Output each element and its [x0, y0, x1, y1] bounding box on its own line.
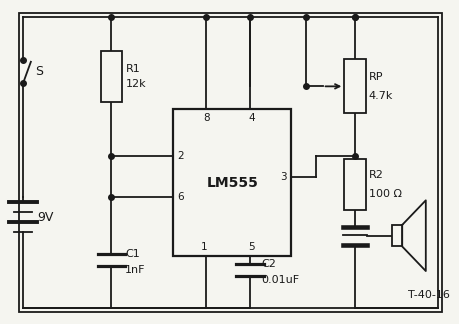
Bar	[101, 51, 122, 102]
Text: C2: C2	[261, 259, 276, 269]
Text: 8: 8	[202, 113, 209, 123]
Text: R1: R1	[126, 64, 140, 74]
Text: 9V: 9V	[37, 211, 53, 224]
Text: R2: R2	[368, 170, 383, 180]
Text: 4.7k: 4.7k	[368, 91, 392, 101]
Bar	[392, 225, 401, 247]
Text: 0.01uF: 0.01uF	[261, 275, 299, 285]
Bar	[343, 159, 365, 210]
Text: 1nF: 1nF	[125, 265, 146, 275]
Text: 100 Ω: 100 Ω	[368, 190, 401, 199]
Text: 2: 2	[177, 151, 184, 161]
Text: 4: 4	[248, 113, 255, 123]
Text: 6: 6	[177, 192, 184, 202]
Text: S: S	[35, 65, 43, 78]
Text: LM555: LM555	[206, 176, 257, 190]
Text: 1: 1	[201, 242, 207, 252]
Text: 5: 5	[248, 242, 255, 252]
Text: 3: 3	[280, 172, 287, 182]
Bar	[343, 59, 365, 113]
Text: 12k: 12k	[126, 79, 146, 89]
Text: T-40-16: T-40-16	[407, 290, 449, 300]
Bar	[173, 109, 291, 256]
Text: RP: RP	[368, 72, 382, 82]
Text: C1: C1	[125, 249, 140, 259]
